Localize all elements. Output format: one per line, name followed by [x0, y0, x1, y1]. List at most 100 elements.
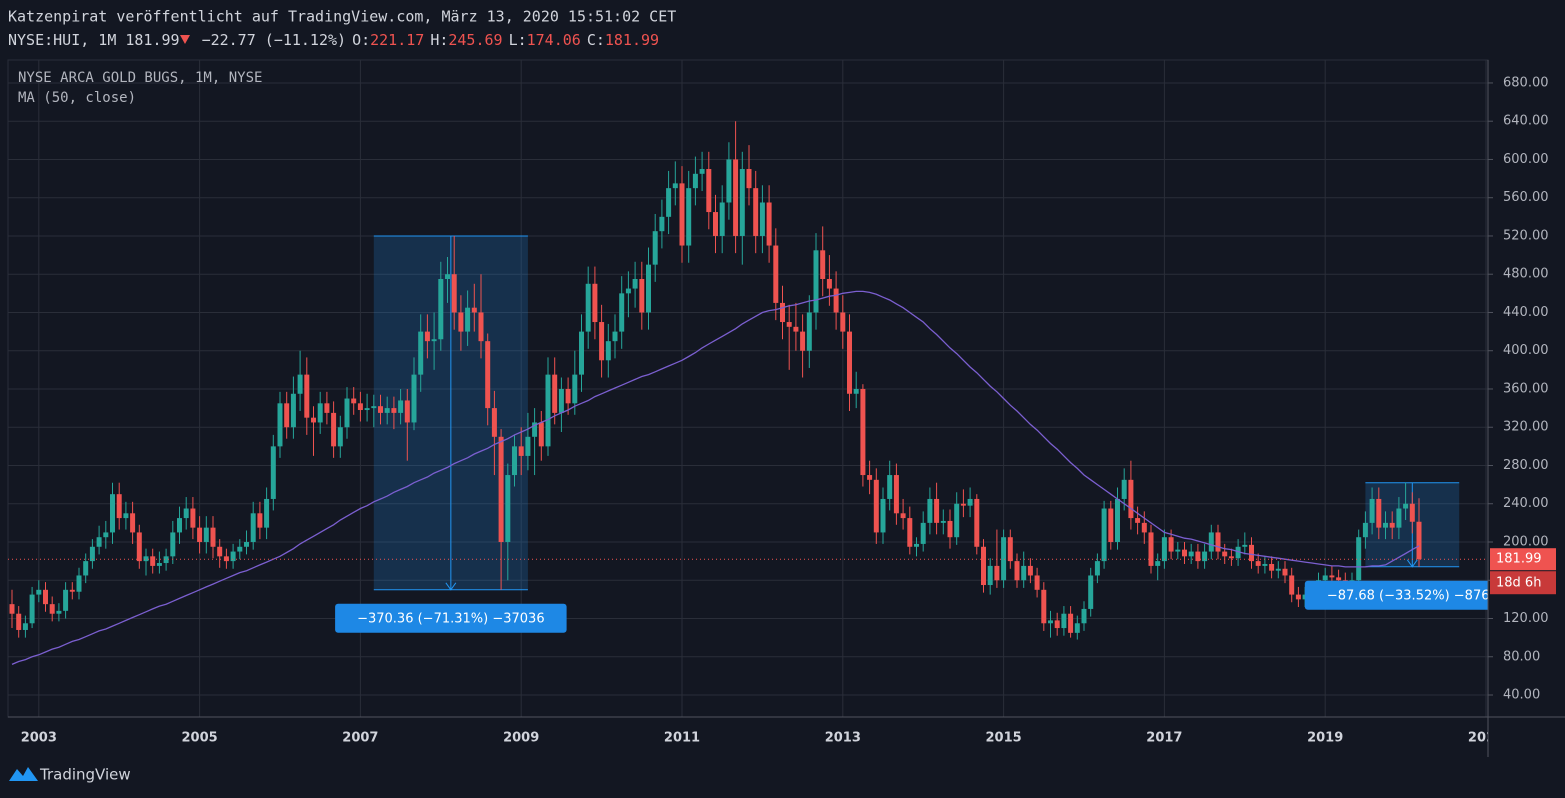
- candle-body: [927, 498, 933, 523]
- candle-body: [833, 288, 839, 313]
- candle-body: [860, 388, 866, 476]
- candle-body: [1108, 508, 1114, 542]
- candle-body: [257, 513, 263, 528]
- candle-body: [652, 231, 658, 265]
- x-tick-label: 2009: [503, 731, 539, 746]
- x-tick-label: 2019: [1307, 731, 1343, 746]
- candle-body: [786, 322, 792, 327]
- y-tick-label: 40.00: [1503, 688, 1540, 703]
- candle-body: [1074, 623, 1080, 633]
- candle-body: [505, 475, 511, 542]
- candle-body: [733, 159, 739, 236]
- candle-body: [498, 436, 504, 542]
- candle-body: [880, 498, 886, 533]
- h-value: 245.69: [448, 31, 502, 49]
- candle-body: [344, 398, 350, 428]
- candle-body: [163, 556, 169, 564]
- candle-body: [1416, 521, 1422, 560]
- candle-body: [277, 403, 283, 447]
- candle-body: [987, 565, 993, 586]
- candle-body: [237, 546, 243, 552]
- y-tick-label: 640.00: [1503, 114, 1549, 129]
- y-tick-label: 200.00: [1503, 534, 1549, 549]
- candle-body: [1068, 613, 1074, 633]
- candle-body: [63, 589, 69, 611]
- c-label: C:: [587, 31, 605, 49]
- candle-body: [465, 307, 471, 332]
- candle-body: [156, 563, 162, 566]
- x-tick-label: 2005: [182, 731, 218, 746]
- y-tick-label: 320.00: [1503, 420, 1549, 435]
- candle-body: [1175, 549, 1181, 552]
- candle-body: [1403, 503, 1409, 509]
- candle-body: [1088, 575, 1094, 609]
- candle-body: [230, 551, 236, 562]
- candle-body: [183, 508, 189, 519]
- y-tick-label: 280.00: [1503, 458, 1549, 473]
- candle-body: [994, 565, 1000, 581]
- candle-body: [1195, 551, 1201, 562]
- candle-body: [907, 518, 913, 547]
- candle-body: [666, 188, 672, 217]
- candle-body: [639, 279, 645, 313]
- candle-body: [1115, 498, 1120, 542]
- measure-arrowhead: [1406, 559, 1418, 568]
- candle-body: [706, 169, 712, 213]
- candle-body: [981, 546, 986, 586]
- candle-body: [766, 202, 772, 246]
- candle-body: [847, 331, 852, 394]
- symbol: NYSE:HUI, 1M: [8, 31, 116, 49]
- candle-body: [1048, 620, 1053, 624]
- l-label: L:: [509, 31, 527, 49]
- candle-body: [1094, 561, 1100, 576]
- candle-body: [672, 183, 678, 189]
- candle-body: [398, 400, 404, 413]
- candle-body: [49, 604, 55, 614]
- candle-body: [69, 589, 75, 592]
- candle-body: [759, 202, 765, 236]
- candle-body: [940, 520, 946, 523]
- candle-body: [1188, 551, 1194, 557]
- candle-body: [29, 594, 35, 624]
- candle-body: [1208, 532, 1214, 552]
- candle-body: [1128, 479, 1134, 519]
- logo: TradingView: [9, 766, 131, 784]
- candle-body: [873, 479, 879, 533]
- candle-body: [746, 169, 752, 189]
- candle-body: [123, 513, 129, 519]
- candle-body: [36, 589, 42, 595]
- candle-body: [753, 188, 759, 236]
- candle-body: [1215, 532, 1221, 552]
- candle-body: [1242, 544, 1248, 547]
- o-label: O:: [352, 31, 370, 49]
- candle-body: [686, 188, 692, 246]
- logo-icon: [9, 767, 38, 781]
- candle-body: [1369, 498, 1375, 523]
- x-tick-label: 2021: [1468, 731, 1504, 746]
- candle-body: [378, 406, 383, 413]
- candle-body: [22, 623, 28, 630]
- candle-body: [56, 610, 62, 614]
- candle-body: [110, 494, 115, 533]
- candle-body: [585, 283, 591, 332]
- candle-body: [552, 374, 558, 413]
- candle-body: [1041, 589, 1047, 624]
- candle-body: [780, 302, 785, 323]
- candle-body: [391, 408, 397, 413]
- measure-label: −87.68 (−33.52%) −8768: [1327, 588, 1498, 603]
- candle-body: [89, 546, 95, 562]
- candle-body: [692, 173, 698, 189]
- candle-body: [1161, 537, 1167, 562]
- candle-body: [250, 513, 256, 542]
- o-value: 221.17: [370, 31, 424, 49]
- candle-body: [404, 400, 410, 423]
- brand: TradingView: [39, 766, 131, 784]
- candle-body: [210, 527, 216, 547]
- candle-body: [384, 408, 390, 413]
- y-tick-label: 240.00: [1503, 496, 1549, 511]
- candle-body: [525, 436, 531, 456]
- candle-body: [284, 403, 290, 428]
- candle-body: [357, 403, 363, 411]
